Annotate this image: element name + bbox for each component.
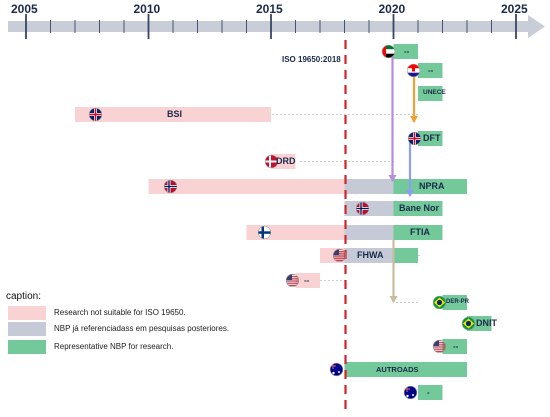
bar-ftia-representative	[393, 225, 443, 240]
bar-uae-representative	[393, 44, 418, 59]
row-label-unece: UNECE	[423, 89, 446, 97]
legend-swatch-not-suitable	[8, 306, 46, 320]
finland-flag-icon	[257, 225, 272, 240]
uae-flag-icon	[381, 44, 396, 59]
brazil-flag-icon	[432, 295, 447, 310]
bar-unece-representative	[418, 86, 443, 101]
blue-arrow-head	[406, 190, 414, 197]
purple-arrow-head	[388, 175, 397, 182]
uk-flag-icon	[88, 107, 103, 122]
bar-usa3-representative	[442, 339, 467, 354]
norway-flag-icon	[163, 179, 178, 194]
bar-croatia-representative	[418, 63, 443, 78]
bar-autroads-representative	[344, 362, 467, 377]
row-label-fhwa: FHWA	[357, 250, 384, 260]
row-label-usa3: --	[453, 341, 459, 351]
australia-flag-icon	[403, 385, 418, 400]
axis-year-label: 2015	[256, 2, 283, 16]
row-label-autroads: AUTROADS	[376, 364, 419, 374]
orange-arrow-head	[410, 116, 418, 123]
row-label-usa2: --	[304, 275, 310, 285]
row-label-dnit: DNIT	[476, 318, 497, 328]
norway-flag-icon	[355, 201, 370, 216]
usa-flag-icon	[332, 248, 347, 263]
uk-flag-icon	[407, 131, 422, 146]
bar-fhwa-representative	[393, 248, 418, 263]
row-label-derpr: DER-PR	[446, 298, 470, 305]
timeline-arrowhead	[528, 15, 545, 38]
row-label-croatia: --	[428, 65, 434, 75]
usa-flag-icon	[285, 273, 300, 288]
bar-ftia-not-suitable	[246, 225, 345, 240]
croatia-flag-icon	[406, 63, 421, 78]
legend-swatch-representative	[8, 340, 46, 354]
bar-usa2-not-suitable	[295, 273, 320, 288]
brazil-flag-icon	[461, 316, 476, 331]
bar-bsi-not-suitable	[75, 107, 271, 122]
row-label-ftia: FTIA	[410, 227, 430, 237]
bar-npra-referenced	[344, 179, 394, 194]
row-label-dft: DFT	[423, 133, 441, 143]
australia-flag-icon	[329, 362, 344, 377]
row-label-aus2: -	[427, 387, 430, 397]
bar-ftia-referenced	[344, 225, 394, 240]
timeline-axis	[8, 21, 528, 32]
row-label-banenor: Bane Nor	[399, 203, 440, 213]
bar-drd-not-suitable	[271, 154, 296, 169]
bar-npra-not-suitable	[148, 179, 345, 194]
axis-year-label: 2025	[501, 2, 528, 16]
legend-label-representative: Representative NBP for research.	[54, 342, 174, 351]
bar-aus2-representative	[418, 385, 443, 400]
row-label-npra: NPRA	[419, 181, 445, 191]
bar-banenor-representative	[393, 201, 443, 216]
axis-year-label: 2010	[133, 2, 161, 16]
axis-year-label: 2005	[11, 2, 38, 16]
denmark-flag-icon	[264, 154, 279, 169]
row-label-uae: --	[404, 46, 410, 56]
bar-dft-representative	[418, 131, 443, 146]
khaki-arrow-head	[389, 296, 398, 303]
caption-title: caption:	[6, 291, 42, 302]
legend-label-not-suitable: Research not suitable for ISO 19650.	[54, 308, 186, 317]
legend-label-referenced: NBP já referenciadass em pesquisas poste…	[54, 324, 230, 333]
row-label-drd: DRD	[276, 156, 296, 166]
bar-fhwa-referenced	[344, 248, 394, 263]
usa-flag-icon	[432, 339, 447, 354]
iso-marker-label: ISO 19650:2018	[282, 55, 341, 64]
axis-year-label: 2020	[378, 2, 406, 16]
bar-derpr-representative	[442, 295, 467, 310]
row-label-bsi: BSI	[167, 109, 183, 119]
legend-swatch-referenced	[8, 322, 46, 336]
